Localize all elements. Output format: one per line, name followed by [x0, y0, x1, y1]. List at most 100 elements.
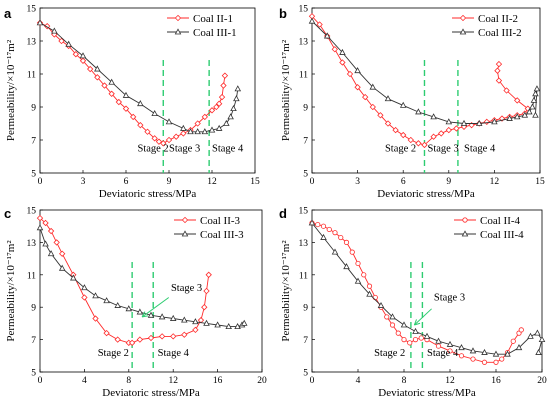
panel-letter: a	[4, 6, 12, 21]
data-point	[458, 344, 465, 351]
stage-annotation: Stage 4	[212, 144, 244, 155]
chart-panel-b: 0 3 6 9 12 15 5 7 9 11 13 15 Deviatoric stress/MPa Pe…	[279, 5, 545, 201]
data-point	[369, 103, 376, 111]
annotation-arrowhead	[413, 319, 421, 326]
data-point	[36, 214, 44, 222]
series-coal-iii-2	[308, 17, 541, 126]
y-tick-label: 5	[303, 369, 308, 379]
y-tick-label: 11	[299, 271, 308, 281]
data-point	[430, 113, 437, 120]
data-point	[495, 77, 503, 84]
data-point	[346, 70, 354, 78]
data-point	[92, 315, 99, 322]
x-tick-label: 12	[168, 376, 178, 386]
data-point	[147, 311, 155, 318]
data-point	[201, 304, 208, 311]
data-point	[240, 319, 248, 326]
stage-annotation: Stage 3	[428, 144, 459, 155]
data-point	[173, 133, 180, 140]
data-point	[130, 113, 137, 121]
x-axis-label: Deviatoric stress/MPa	[102, 387, 200, 399]
data-point	[36, 224, 44, 231]
annotation-arrow	[414, 308, 432, 326]
data-point	[453, 125, 460, 132]
x-tick-label: 15	[250, 177, 260, 187]
y-tick-label: 5	[31, 369, 36, 379]
data-point	[128, 339, 136, 347]
data-point	[415, 108, 422, 115]
data-point	[458, 353, 465, 359]
data-point	[92, 292, 99, 299]
x-axis-label: Deviatoric stress/MPa	[378, 387, 476, 399]
data-point	[499, 356, 505, 362]
data-point	[230, 105, 237, 112]
data-point	[504, 350, 511, 357]
data-point	[218, 93, 226, 101]
data-point	[213, 103, 220, 111]
legend-entry: Coal II-4	[480, 215, 521, 227]
data-point	[407, 136, 414, 144]
data-point	[418, 335, 424, 341]
data-point	[401, 336, 407, 343]
series-line	[39, 22, 239, 133]
data-point	[136, 308, 144, 315]
data-point	[323, 32, 331, 39]
data-point	[72, 51, 79, 58]
data-point	[144, 128, 151, 135]
data-point	[101, 82, 108, 89]
data-point	[87, 65, 94, 73]
data-point	[165, 118, 173, 125]
data-point	[53, 239, 60, 246]
data-point	[201, 128, 209, 135]
data-point	[369, 83, 377, 90]
data-point	[187, 128, 194, 135]
data-point	[122, 105, 130, 112]
data-point	[384, 95, 392, 102]
data-point	[362, 93, 369, 101]
data-point	[535, 348, 542, 355]
legend-entry: Coal III-3	[200, 229, 244, 241]
data-point	[70, 274, 77, 281]
data-point	[151, 109, 158, 116]
data-point	[527, 332, 534, 339]
data-point	[225, 323, 232, 330]
data-point	[151, 135, 158, 142]
series-coal-iii-3	[36, 224, 248, 330]
legend-entry: Coal II-2	[478, 13, 518, 25]
x-tick-label: 20	[537, 376, 547, 386]
y-tick-label: 7	[303, 137, 308, 147]
x-tick-label: 12	[490, 177, 500, 187]
data-point	[234, 85, 242, 92]
data-point	[215, 124, 223, 131]
x-tick-label: 9	[446, 177, 451, 187]
data-point	[233, 95, 240, 102]
chart-panel-d: 0 4 8 12 16 20 5 7 9 11 13 15 Deviatoric stress/MPa P…	[279, 206, 547, 399]
data-point	[174, 14, 182, 22]
y-axis-label: Permeability/×10⁻¹⁷m²	[280, 240, 292, 342]
plot-frame	[311, 209, 543, 373]
x-tick-label: 9	[167, 177, 172, 187]
data-point	[343, 239, 350, 245]
data-point	[446, 340, 454, 347]
data-point	[208, 126, 216, 133]
data-point	[389, 322, 396, 328]
plot-frame	[311, 7, 541, 174]
data-point	[155, 138, 163, 145]
series-coal-ii-1	[36, 19, 229, 147]
x-tick-label: 15	[535, 177, 545, 187]
stage-annotation: Stage 2	[385, 144, 416, 155]
data-point	[510, 338, 516, 344]
y-tick-label: 5	[31, 170, 36, 180]
data-point	[65, 40, 72, 47]
data-point	[372, 294, 378, 301]
x-tick-label: 4	[356, 376, 361, 386]
data-point	[343, 263, 350, 270]
x-tick-label: 0	[310, 376, 315, 386]
data-point	[221, 72, 229, 79]
data-point	[366, 290, 373, 297]
data-point	[445, 118, 453, 125]
data-point	[115, 98, 122, 106]
y-tick-label: 13	[299, 239, 309, 249]
data-point	[234, 323, 241, 330]
data-point	[495, 60, 503, 68]
